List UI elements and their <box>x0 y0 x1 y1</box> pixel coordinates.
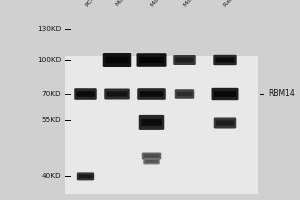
FancyBboxPatch shape <box>173 55 196 65</box>
FancyBboxPatch shape <box>212 88 239 100</box>
Text: Mouse spleen: Mouse spleen <box>116 0 148 7</box>
FancyBboxPatch shape <box>145 160 158 163</box>
FancyBboxPatch shape <box>74 88 97 100</box>
FancyBboxPatch shape <box>216 120 234 126</box>
FancyBboxPatch shape <box>106 91 128 97</box>
FancyBboxPatch shape <box>144 154 159 158</box>
Text: 100KD: 100KD <box>37 57 62 63</box>
Text: Rat brain: Rat brain <box>224 0 246 7</box>
FancyBboxPatch shape <box>77 172 94 180</box>
FancyBboxPatch shape <box>136 53 166 67</box>
FancyBboxPatch shape <box>175 58 194 62</box>
FancyBboxPatch shape <box>79 174 92 178</box>
FancyBboxPatch shape <box>143 158 160 164</box>
FancyBboxPatch shape <box>103 53 131 67</box>
Bar <box>64 56 258 194</box>
FancyBboxPatch shape <box>140 91 163 97</box>
Text: RBM14: RBM14 <box>268 90 295 98</box>
FancyBboxPatch shape <box>142 152 161 160</box>
FancyBboxPatch shape <box>215 58 235 62</box>
FancyBboxPatch shape <box>104 88 130 99</box>
FancyBboxPatch shape <box>139 115 164 130</box>
FancyBboxPatch shape <box>76 91 95 97</box>
FancyBboxPatch shape <box>105 57 129 63</box>
FancyBboxPatch shape <box>214 117 236 129</box>
Text: 70KD: 70KD <box>42 91 62 97</box>
Text: Mouse liver: Mouse liver <box>183 0 211 7</box>
Text: 40KD: 40KD <box>42 173 62 179</box>
FancyBboxPatch shape <box>175 89 194 99</box>
FancyBboxPatch shape <box>177 92 192 96</box>
FancyBboxPatch shape <box>214 91 236 97</box>
Text: 55KD: 55KD <box>42 117 62 123</box>
Text: PC-3: PC-3 <box>84 0 97 7</box>
FancyBboxPatch shape <box>139 57 164 63</box>
FancyBboxPatch shape <box>137 88 166 100</box>
FancyBboxPatch shape <box>213 55 237 65</box>
FancyBboxPatch shape <box>141 119 162 126</box>
Text: 130KD: 130KD <box>37 26 62 32</box>
Text: Mouse brain: Mouse brain <box>150 0 179 7</box>
